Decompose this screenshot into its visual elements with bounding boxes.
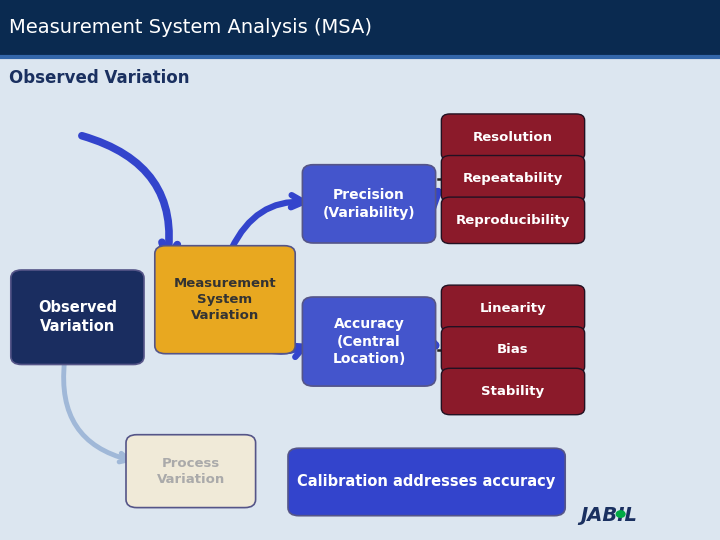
- Text: Linearity: Linearity: [480, 302, 546, 315]
- Text: Observed Variation: Observed Variation: [9, 69, 189, 87]
- FancyBboxPatch shape: [126, 435, 256, 508]
- Text: Measurement
System
Variation: Measurement System Variation: [174, 277, 276, 322]
- Text: Resolution: Resolution: [473, 131, 553, 144]
- FancyBboxPatch shape: [441, 197, 585, 244]
- FancyBboxPatch shape: [302, 165, 436, 243]
- FancyBboxPatch shape: [302, 297, 436, 386]
- FancyBboxPatch shape: [441, 285, 585, 332]
- Text: Measurement System Analysis (MSA): Measurement System Analysis (MSA): [9, 18, 372, 37]
- Text: Calibration addresses accuracy: Calibration addresses accuracy: [297, 475, 556, 489]
- FancyBboxPatch shape: [441, 368, 585, 415]
- FancyBboxPatch shape: [441, 114, 585, 160]
- Text: Process
Variation: Process Variation: [157, 457, 225, 485]
- Circle shape: [616, 511, 625, 517]
- Text: Observed
Variation: Observed Variation: [38, 300, 117, 334]
- FancyBboxPatch shape: [155, 246, 295, 354]
- Text: Repeatability: Repeatability: [463, 172, 563, 185]
- FancyBboxPatch shape: [441, 327, 585, 373]
- Text: JABIL: JABIL: [580, 506, 636, 525]
- FancyBboxPatch shape: [0, 0, 720, 57]
- Text: Stability: Stability: [482, 385, 544, 398]
- Text: Accuracy
(Central
Location): Accuracy (Central Location): [333, 317, 405, 366]
- Text: Bias: Bias: [498, 343, 528, 356]
- FancyBboxPatch shape: [441, 156, 585, 202]
- FancyBboxPatch shape: [11, 270, 144, 364]
- FancyBboxPatch shape: [288, 448, 565, 516]
- Text: Precision
(Variability): Precision (Variability): [323, 188, 415, 219]
- Text: Reproducibility: Reproducibility: [456, 214, 570, 227]
